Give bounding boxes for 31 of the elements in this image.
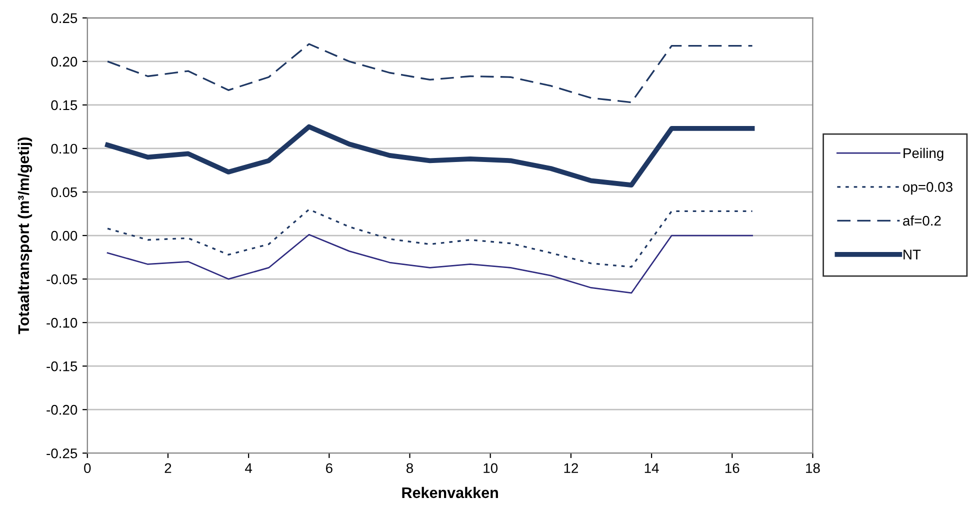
x-tick-label: 2 [164,463,172,473]
legend-label: op=0.03 [903,182,952,195]
line-series [106,43,754,104]
x-tick-label: 12 [564,463,578,473]
y-tick-label: -0.05 [46,274,78,284]
legend-label: NT [904,250,921,260]
x-tick-label: 8 [406,463,414,474]
y-tick-label: 0.10 [51,144,78,154]
y-tick-label: -0.20 [46,404,78,415]
line-series [106,234,753,294]
y-tick-label: -0.25 [46,448,78,458]
y-tick-label: 0.25 [51,13,78,24]
x-tick-label: 0 [84,463,91,474]
line-series [105,124,755,188]
x-tick-label: 10 [484,463,498,474]
x-tick-label: 16 [725,463,740,474]
x-tick-label: 18 [806,463,820,474]
line-series [106,208,754,268]
x-tick-label: 14 [644,463,659,473]
y-tick-label: 0.00 [51,230,78,241]
y-tick-label: -0.10 [46,318,78,328]
y-axis-title: Totaaltransport (m³/m/getij) [18,138,32,334]
y-tick-label: 0.20 [51,56,78,67]
x-tick-label: 6 [326,463,332,474]
y-tick-label: 0.15 [51,100,78,110]
x-axis-title: Rekenvakken [402,486,498,498]
legend-label: af=0.2 [903,215,941,226]
y-tick-label: 0.05 [51,187,78,198]
x-tick-label: 4 [245,463,252,473]
y-tick-label: -0.15 [46,361,78,372]
legend-label: Peiling [904,148,944,161]
